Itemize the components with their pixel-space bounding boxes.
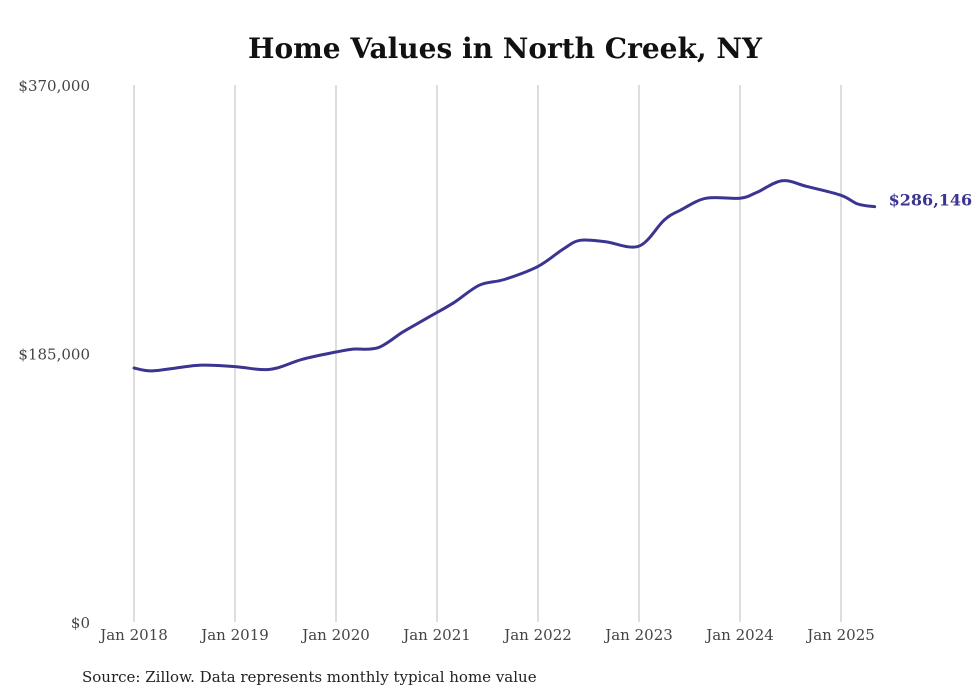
x-tick-label: Jan 2018 — [98, 626, 168, 644]
x-tick-label: Jan 2024 — [704, 626, 774, 644]
series-line — [132, 179, 877, 373]
end-value-label: $286,146 — [889, 191, 973, 210]
y-tick-label: $370,000 — [18, 77, 90, 95]
x-tick-label: Jan 2019 — [199, 626, 269, 644]
x-tick-label: Jan 2023 — [603, 626, 673, 644]
source-note: Source: Zillow. Data represents monthly … — [82, 668, 537, 686]
x-tick-label: Jan 2020 — [300, 626, 370, 644]
grid-lines — [133, 85, 842, 622]
y-axis-labels: $0 $185,000 $370,000 — [18, 77, 90, 632]
y-tick-label: $0 — [71, 614, 90, 632]
x-tick-label: Jan 2025 — [805, 626, 875, 644]
y-tick-label: $185,000 — [18, 346, 90, 364]
x-tick-label: Jan 2022 — [502, 626, 572, 644]
x-axis-labels: Jan 2018 Jan 2019 Jan 2020 Jan 2021 Jan 2022… — [98, 626, 875, 644]
chart-title: Home Values in North Creek, NY — [248, 32, 762, 65]
x-tick-label: Jan 2021 — [401, 626, 471, 644]
